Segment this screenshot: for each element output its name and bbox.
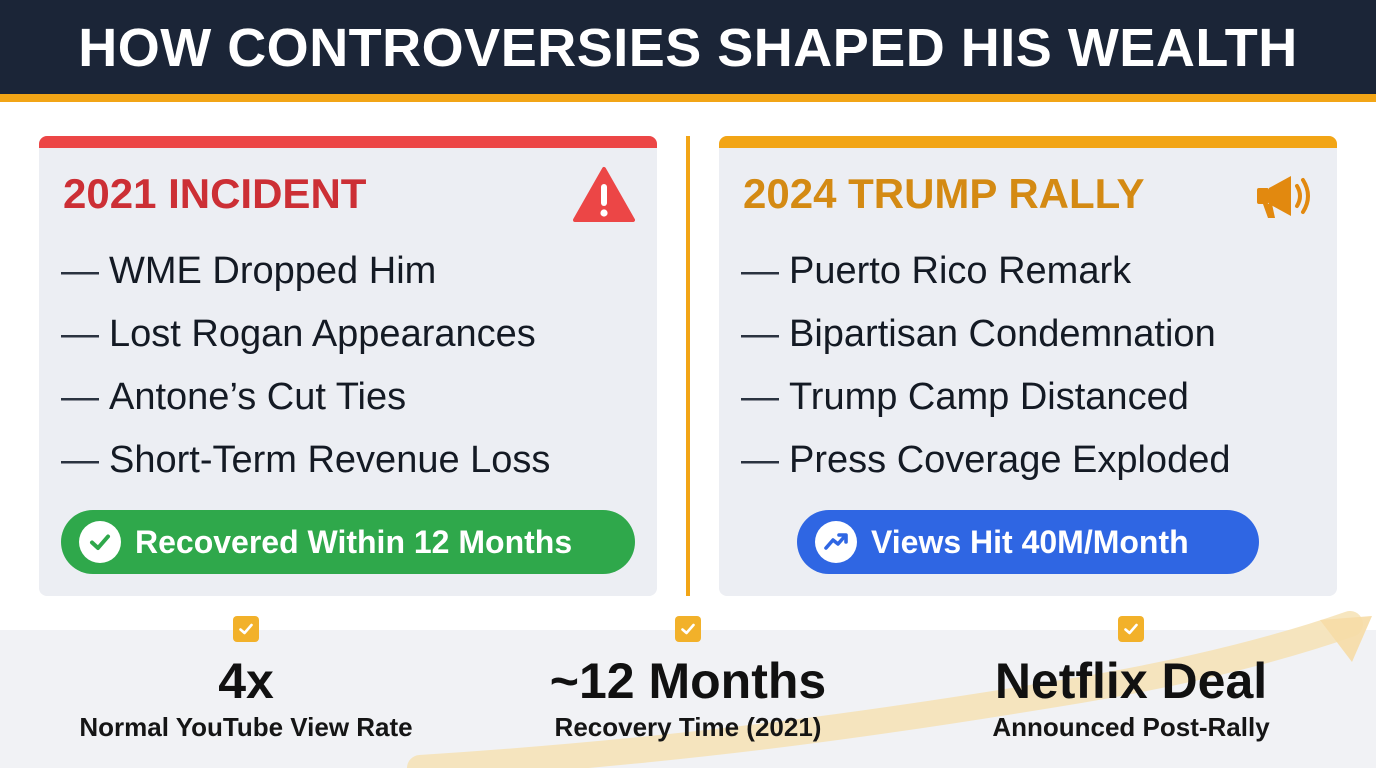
trend-arrow-graphic <box>407 611 1372 768</box>
megaphone-icon <box>1257 176 1310 218</box>
page-title: HOW CONTROVERSIES SHAPED HIS WEALTH <box>78 18 1298 78</box>
bullet-list: — Puerto Rico Remark — Bipartisan Condemna… <box>741 240 1230 492</box>
bullet-list: — WME Dropped Him — Lost Rogan Appearances… <box>61 240 550 492</box>
card-2024-trump-rally: 2024 TRUMP RALLY — Puerto Rico Remark — Bi… <box>719 136 1337 596</box>
stat-view-rate: 4x Normal YouTube View Rate <box>36 616 456 743</box>
center-divider <box>686 136 690 596</box>
dash-marker: — <box>741 250 779 292</box>
card-title: 2021 INCIDENT <box>63 170 367 217</box>
list-item: — Short-Term Revenue Loss <box>61 429 550 492</box>
dash-marker: — <box>741 313 779 355</box>
dash-marker: — <box>61 376 99 418</box>
header-accent-stripe <box>0 94 1376 102</box>
stat-value: 4x <box>218 653 274 709</box>
badge-label: Recovered Within 12 Months <box>135 523 573 560</box>
list-item: — WME Dropped Him <box>61 240 550 303</box>
list-item: — Antone’s Cut Ties <box>61 366 550 429</box>
dash-marker: — <box>61 313 99 355</box>
trend-up-icon <box>815 521 857 563</box>
list-item: — Trump Camp Distanced <box>741 366 1230 429</box>
badge-label: Views Hit 40M/Month <box>871 523 1189 560</box>
stat-value: Netflix Deal <box>994 653 1268 709</box>
checkbox-icon <box>233 616 259 642</box>
stat-value: ~12 Months <box>549 653 827 709</box>
card-2021-incident: 2021 INCIDENT — WME Dropped Him — Lost Rog… <box>39 136 657 596</box>
checkbox-icon <box>1118 616 1144 642</box>
card-accent-bar <box>719 136 1337 148</box>
stat-netflix-deal: Netflix Deal Announced Post-Rally <box>921 616 1341 743</box>
dash-marker: — <box>741 376 779 418</box>
dash-marker: — <box>61 439 99 481</box>
recovered-badge: Recovered Within 12 Months <box>61 510 635 574</box>
stat-label: Recovery Time (2021) <box>554 712 822 742</box>
card-title: 2024 TRUMP RALLY <box>743 170 1145 217</box>
header-banner: HOW CONTROVERSIES SHAPED HIS WEALTH <box>0 0 1376 96</box>
stat-label: Announced Post-Rally <box>992 712 1270 742</box>
list-item: — Bipartisan Condemnation <box>741 303 1230 366</box>
dash-marker: — <box>61 250 99 292</box>
list-item: — Puerto Rico Remark <box>741 240 1230 303</box>
checkbox-icon <box>675 616 701 642</box>
card-accent-bar <box>39 136 657 148</box>
warning-icon <box>573 167 635 222</box>
stat-recovery-time: ~12 Months Recovery Time (2021) <box>478 616 898 743</box>
list-item: — Lost Rogan Appearances <box>61 303 550 366</box>
dash-marker: — <box>741 439 779 481</box>
list-item: — Press Coverage Exploded <box>741 429 1230 492</box>
check-circle-icon <box>79 521 121 563</box>
views-badge: Views Hit 40M/Month <box>797 510 1259 574</box>
stat-label: Normal YouTube View Rate <box>79 712 413 742</box>
